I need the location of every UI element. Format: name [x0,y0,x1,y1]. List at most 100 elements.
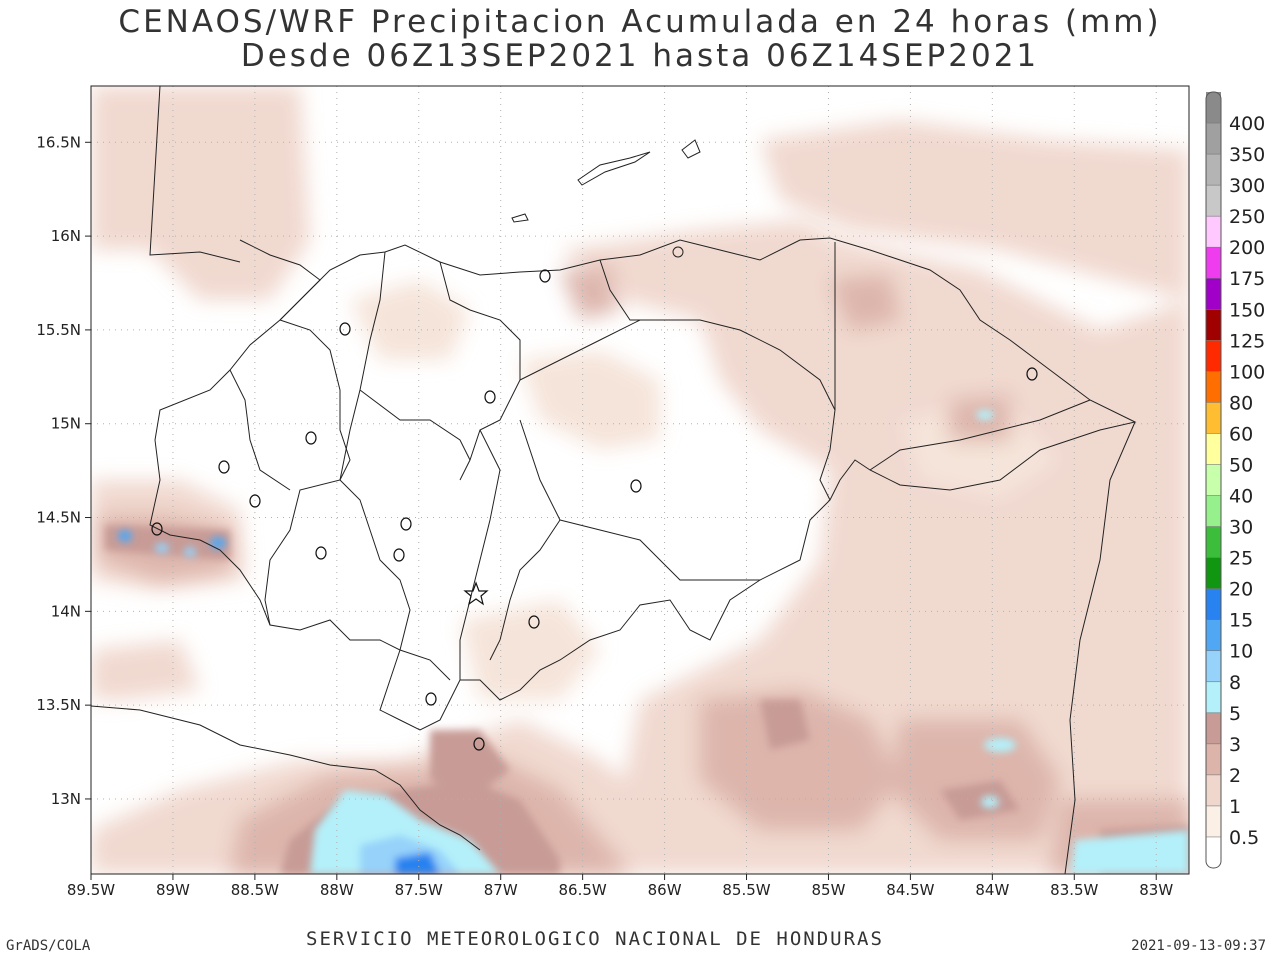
lat-tick-label: 13N [51,790,81,808]
colorbar-label: 1 [1229,796,1241,818]
colorbar-swatch [1206,340,1221,372]
nicaragua-coast [1064,421,1136,874]
colorbar-label: 150 [1229,299,1265,321]
circle-icon [425,692,437,706]
lon-tick-label: 85W [812,881,846,899]
colorbar-label: 8 [1229,672,1241,694]
colorbar-swatch [1206,216,1221,248]
guatemala-coast [239,239,321,321]
colorbar-swatch [1206,557,1221,590]
lat-tick-label: 15.5N [36,321,81,339]
circle-icon [1026,367,1038,381]
circle-icon [218,460,230,474]
lon-tick-label: 89.5W [67,881,115,899]
city-markers [151,269,1038,751]
lat-tick-label: 13.5N [36,696,81,714]
colorbar-label: 25 [1229,548,1253,570]
colorbar-legend: 4003503002502001751501251008060504030252… [1205,91,1265,869]
colorbar-swatch [1206,402,1221,434]
colorbar-swatch [1206,92,1221,124]
latitude-axis: 16.5N 16N 15.5N 15N 14.5N 14N 13.5N 13N [36,133,91,808]
colorbar-label: 60 [1229,423,1253,445]
circle-icon [151,522,163,536]
colorbar-swatch [1206,588,1221,621]
lat-tick-label: 16.5N [36,133,81,151]
lon-tick-label: 85.5W [722,881,770,899]
colorbar-swatch [1206,743,1221,776]
circle-icon [393,548,405,562]
colorbar-label: 80 [1229,392,1253,414]
colorbar-label: 400 [1229,113,1265,135]
lon-tick-label: 87W [484,881,518,899]
circle-icon [339,322,351,336]
circle-icon [315,546,327,560]
colorbar-label: 10 [1229,641,1253,663]
colorbar-label: 15 [1229,610,1253,632]
lon-tick-label: 88W [320,881,354,899]
boundaries [91,86,1137,874]
colorbar-label: 3 [1229,734,1241,756]
circle-icon [473,737,485,751]
lon-tick-label: 84W [975,881,1009,899]
circle-icon [249,494,261,508]
colorbar-label: 0.5 [1229,827,1259,849]
lat-tick-label: 16N [51,227,81,245]
colorbar-frame [1205,91,1222,869]
circle-icon [630,479,642,493]
precipitation-field [91,86,1189,874]
lon-tick-label: 87.5W [395,881,443,899]
colorbar-label: 175 [1229,268,1265,290]
circle-icon [528,615,540,629]
lon-tick-label: 83W [1139,881,1173,899]
lon-tick-label: 84.5W [886,881,934,899]
plot-frame [90,85,1190,875]
colorbar-swatch [1206,619,1221,652]
lon-tick-label: 86W [648,881,682,899]
agency-name: SERVICIO METEOROLOGICO NACIONAL DE HONDU… [306,928,884,950]
colorbar-swatch [1206,371,1221,403]
star-icon [463,581,489,606]
colorbar-label: 100 [1229,361,1265,383]
colorbar-label: 2 [1229,765,1241,787]
chart-title: CENAOS/WRF Precipitacion Acumulada en 24… [118,4,1162,40]
lon-tick-label: 89W [156,881,190,899]
colorbar-label: 250 [1229,206,1265,228]
colorbar-swatch [1206,123,1221,155]
colorbar-swatch [1206,247,1221,279]
software-credit: GrADS/COLA [6,938,91,954]
colorbar-swatch [1206,185,1221,217]
colorbar-label: 300 [1229,175,1265,197]
colorbar-swatch [1206,464,1221,497]
colorbar-swatch [1206,154,1221,186]
colorbar-swatch [1206,805,1221,838]
colorbar-swatch [1206,774,1221,807]
colorbar-label: 20 [1229,579,1253,601]
colorbar-swatch [1206,309,1221,341]
lat-tick-label: 14N [51,602,81,620]
circle-icon [305,431,317,445]
lon-tick-label: 83.5W [1050,881,1098,899]
el-salvador-coast [91,705,376,771]
lat-tick-label: 14.5N [36,509,81,527]
colorbar-label: 350 [1229,144,1265,166]
circle-icon [484,390,496,404]
colorbar-label: 50 [1229,454,1253,476]
honduras-border [149,237,1137,731]
colorbar-label: 200 [1229,237,1265,259]
colorbar-swatch [1206,433,1221,465]
colorbar-label: 125 [1229,330,1265,352]
colorbar-swatch [1206,650,1221,683]
colorbar-label: 30 [1229,517,1253,539]
colorbar-swatch [1206,526,1221,559]
colorbar-swatch [1206,278,1221,310]
lat-tick-label: 15N [51,415,81,433]
colorbar-swatch [1206,495,1221,528]
colorbar-swatch [1206,681,1221,714]
lon-tick-label: 86.5W [559,881,607,899]
longitude-axis: 89.5W 89W 88.5W 88W 87.5W 87W 86.5W 86W 85.5W 85W… [67,874,1173,899]
bay-islands [511,139,701,258]
chart-subtitle: Desde 06Z13SEP2021 hasta 06Z14SEP2021 [240,38,1040,74]
colorbar-swatch [1206,836,1221,869]
circle-icon [400,517,412,531]
